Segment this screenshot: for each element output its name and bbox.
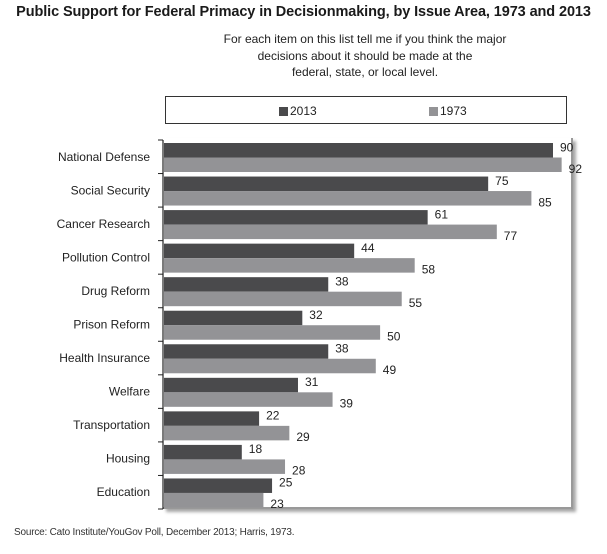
bar-2013	[164, 277, 329, 292]
value-label-1973: 58	[422, 262, 436, 276]
bar-2013	[164, 444, 242, 460]
bar-1973	[164, 258, 415, 273]
bar-2013	[164, 310, 303, 326]
value-label-1973: 28	[292, 464, 306, 478]
value-label-1973: 49	[383, 363, 397, 377]
bar-2013	[164, 377, 298, 393]
category-label: Prison Reform	[73, 318, 150, 332]
value-label-2013: 32	[309, 308, 323, 322]
bar-1973	[164, 492, 264, 508]
legend: 2013 1973	[165, 96, 567, 124]
value-label-2013: 25	[279, 476, 293, 490]
bar-2013	[164, 243, 355, 259]
bar-2013	[164, 478, 273, 493]
bar-2013	[164, 411, 260, 426]
category-label: Social Security	[71, 183, 150, 197]
bar-1973	[164, 459, 286, 474]
value-label-1973: 50	[387, 329, 401, 343]
legend-label-1973: 1973	[440, 104, 467, 118]
bar-2013	[164, 143, 553, 158]
category-label: Education	[97, 485, 150, 499]
legend-swatch-2013	[279, 106, 288, 116]
legend-label-2013: 2013	[290, 104, 317, 118]
value-label-2013: 44	[361, 241, 375, 255]
category-label: Housing	[106, 452, 150, 466]
value-label-1973: 29	[296, 430, 310, 444]
category-label: Drug Reform	[81, 284, 150, 298]
bar-2013	[164, 344, 329, 359]
bar-1973	[164, 325, 381, 340]
bar-1973	[164, 291, 402, 307]
value-label-2013: 18	[249, 442, 263, 456]
bar-1973	[164, 191, 532, 206]
value-label-1973: 39	[340, 397, 354, 411]
subtitle-line: federal, state, or local level.	[291, 65, 439, 79]
category-label: Pollution Control	[62, 250, 150, 264]
value-label-1973: 92	[569, 162, 583, 176]
bar-2013	[164, 176, 489, 192]
category-label: Cancer Research	[57, 217, 150, 231]
value-label-2013: 38	[335, 274, 349, 288]
legend-swatch-1973	[429, 106, 438, 116]
bar-2013	[164, 210, 428, 225]
category-label: National Defense	[58, 150, 150, 164]
value-label-2013: 75	[495, 174, 509, 188]
bar-1973	[164, 425, 290, 441]
value-label-1973: 85	[538, 195, 552, 209]
category-label: Welfare	[109, 385, 150, 399]
subtitle-line: For each item on this list tell me if yo…	[223, 32, 507, 46]
chart-title: Public Support for Federal Primacy in De…	[16, 4, 591, 20]
bar-1973	[164, 224, 497, 240]
legend-item-1973: 1973	[429, 104, 467, 118]
chart-subtitle: For each item on this list tell me if yo…	[160, 31, 570, 81]
value-label-1973: 77	[504, 229, 518, 243]
source-note: Source: Cato Institute/YouGov Poll, Dece…	[14, 527, 295, 538]
category-label: Health Insurance	[59, 351, 150, 365]
value-label-2013: 22	[266, 409, 280, 423]
value-label-2013: 31	[305, 375, 319, 389]
legend-item-2013: 2013	[279, 104, 317, 118]
bar-1973	[164, 157, 562, 172]
bar-1973	[164, 358, 376, 374]
subtitle-line: decisions about it should be made at the	[257, 48, 473, 63]
value-label-1973: 23	[270, 497, 284, 511]
value-label-2013: 38	[335, 342, 349, 356]
bar-1973	[164, 392, 333, 407]
value-label-1973: 55	[409, 296, 423, 310]
value-label-2013: 61	[435, 207, 449, 221]
category-label: Transportation	[73, 418, 150, 432]
value-label-2013: 90	[560, 140, 574, 154]
